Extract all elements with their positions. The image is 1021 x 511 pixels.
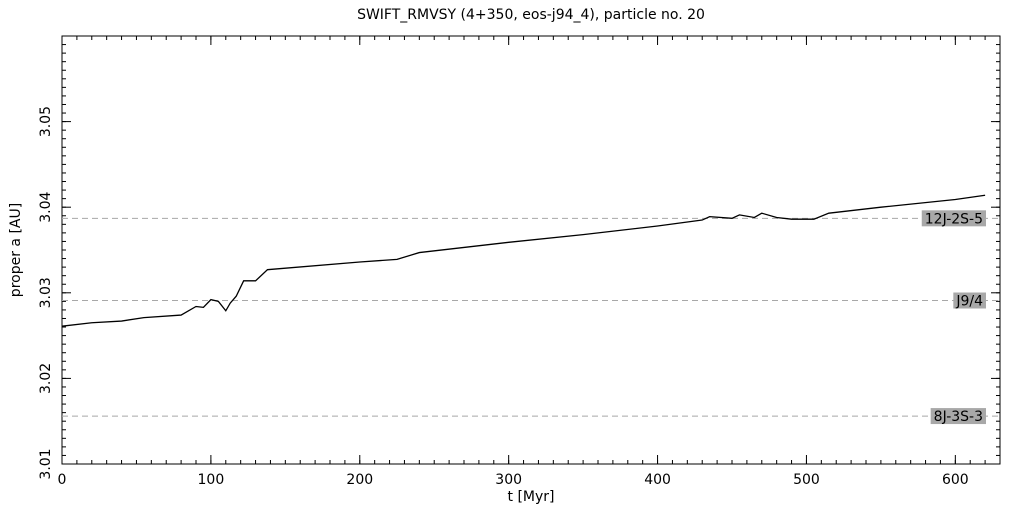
resonance-label-bg — [930, 408, 986, 425]
y-tick-label: 3.05 — [38, 106, 54, 137]
y-tick-label: 3.01 — [38, 448, 54, 479]
x-tick-label: 400 — [644, 472, 671, 488]
resonance-label: 8J-3S-3 — [934, 409, 983, 425]
y-tick-label: 3.02 — [38, 363, 54, 394]
y-tick-label: 3.03 — [38, 277, 54, 308]
x-tick-label: 500 — [793, 472, 820, 488]
x-tick-label: 300 — [495, 472, 522, 488]
resonance-label: 12J-2S-5 — [925, 211, 983, 227]
x-tick-label: 100 — [198, 472, 225, 488]
resonance-label-bg — [953, 292, 986, 309]
resonance-label-bg — [921, 210, 986, 227]
chart-title: SWIFT_RMVSY (4+350, eos-j94_4), particle… — [357, 7, 705, 23]
resonance-label: J9/4 — [955, 294, 983, 310]
x-tick-label: 0 — [58, 472, 67, 488]
x-axis-label: t [Myr] — [508, 489, 555, 505]
y-axis-label: proper a [AU] — [8, 203, 24, 297]
data-line — [61, 194, 986, 327]
y-tick-label: 3.04 — [38, 192, 54, 223]
x-tick-label: 600 — [942, 472, 969, 488]
x-tick-label: 200 — [346, 472, 373, 488]
